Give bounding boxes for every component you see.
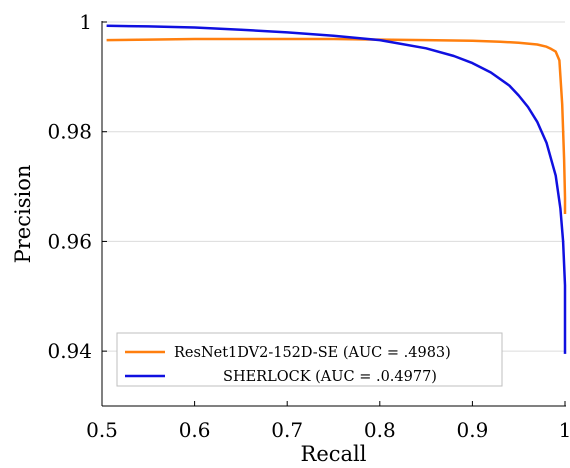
y-axis-title: Precision <box>11 165 35 264</box>
x-tick-label-4: 0.9 <box>456 418 488 442</box>
x-tick-label-1: 0.6 <box>179 418 211 442</box>
legend-box <box>116 332 503 387</box>
y-tick-label-1: 0.96 <box>47 229 92 253</box>
y-tick-label-3: 1 <box>79 10 92 34</box>
series-line-sherlock <box>106 24 567 354</box>
legend-label-resnet: ResNet1DV2-152D-SE (AUC = .4983) <box>174 345 451 361</box>
x-axis-title: Recall <box>301 442 367 466</box>
y-tick-label-0: 0.94 <box>47 339 92 363</box>
axis-ticks: 0.5 0.6 0.7 0.8 0.9 1 0.94 0.96 0.98 1 <box>47 10 570 442</box>
legend: ResNet1DV2-152D-SE (AUC = .4983) SHERLOC… <box>116 332 503 387</box>
series-lines <box>106 24 567 354</box>
axes <box>101 21 566 407</box>
series-line-resnet <box>106 37 567 214</box>
x-tick-label-5: 1 <box>559 418 570 442</box>
x-tick-label-0: 0.5 <box>86 418 118 442</box>
x-tick-label-2: 0.7 <box>271 418 303 442</box>
x-tick-label-3: 0.8 <box>364 418 396 442</box>
grid-lines <box>102 21 565 352</box>
legend-label-sherlock: SHERLOCK (AUC = .0.4977) <box>223 369 437 385</box>
y-tick-label-2: 0.98 <box>47 120 92 144</box>
